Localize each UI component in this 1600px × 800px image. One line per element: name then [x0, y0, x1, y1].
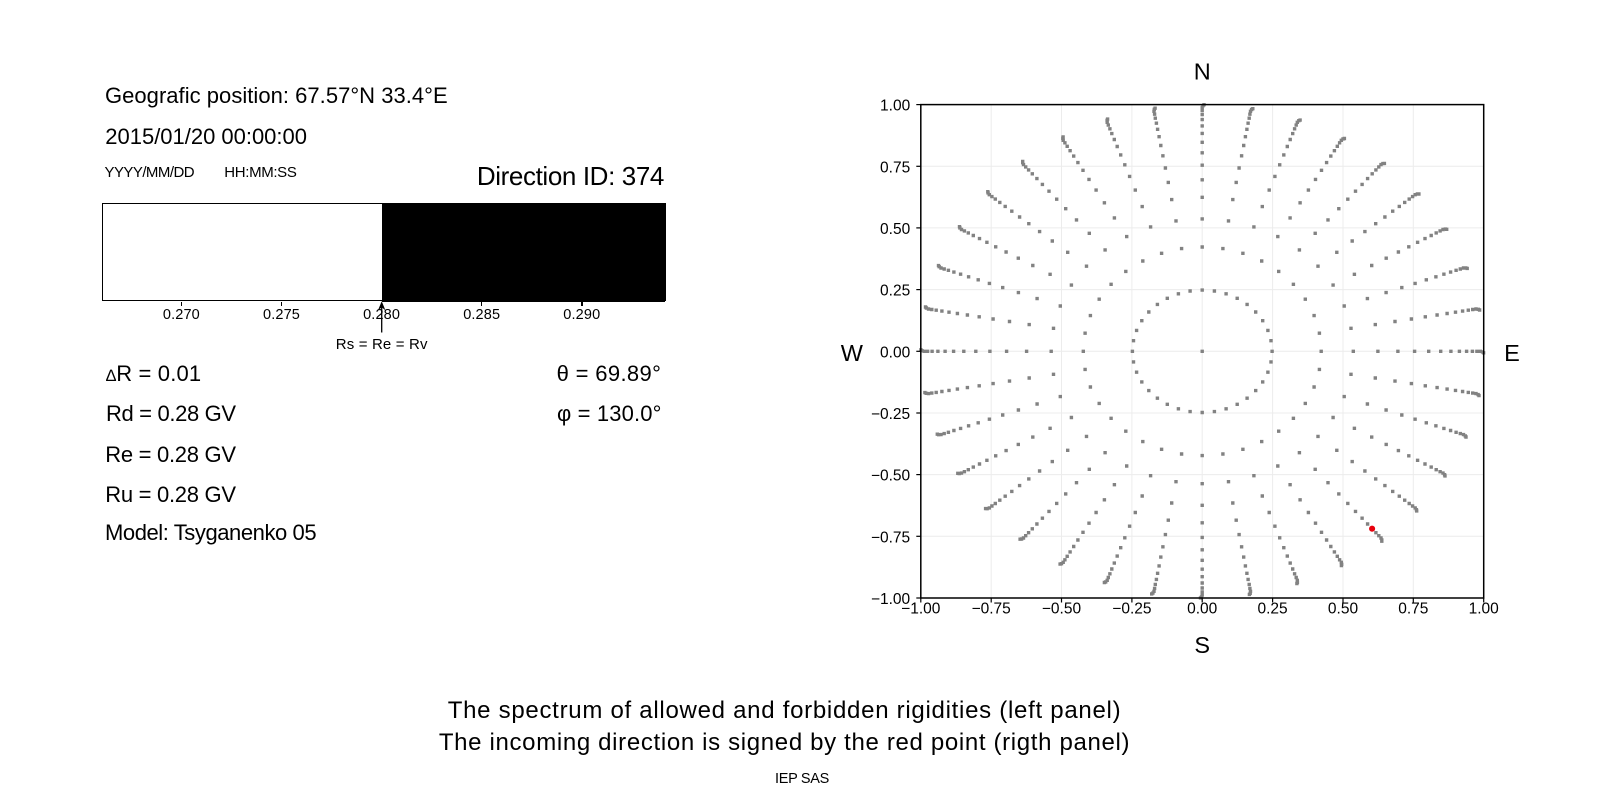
svg-text:E: E: [1504, 340, 1520, 366]
svg-text:−0.25: −0.25: [871, 406, 910, 423]
svg-text:−0.75: −0.75: [972, 600, 1011, 617]
svg-text:1.00: 1.00: [1469, 600, 1500, 617]
svg-text:0.50: 0.50: [880, 221, 911, 238]
svg-text:−0.75: −0.75: [871, 529, 910, 546]
svg-text:−1.00: −1.00: [871, 591, 911, 608]
svg-text:−0.25: −0.25: [1112, 600, 1151, 617]
svg-text:0.75: 0.75: [1398, 600, 1428, 617]
svg-text:0.75: 0.75: [880, 159, 910, 176]
svg-text:0.25: 0.25: [1258, 600, 1288, 617]
svg-text:S: S: [1194, 632, 1210, 658]
svg-text:−0.50: −0.50: [1042, 600, 1082, 617]
svg-text:0.50: 0.50: [1328, 600, 1359, 617]
svg-text:N: N: [1194, 59, 1211, 85]
svg-text:W: W: [841, 340, 864, 366]
svg-text:0.00: 0.00: [1187, 600, 1218, 617]
svg-text:0.25: 0.25: [880, 283, 910, 300]
svg-text:1.00: 1.00: [880, 98, 911, 115]
svg-text:−1.00: −1.00: [901, 600, 941, 617]
svg-text:0.00: 0.00: [880, 344, 911, 361]
svg-text:−0.50: −0.50: [871, 468, 911, 485]
